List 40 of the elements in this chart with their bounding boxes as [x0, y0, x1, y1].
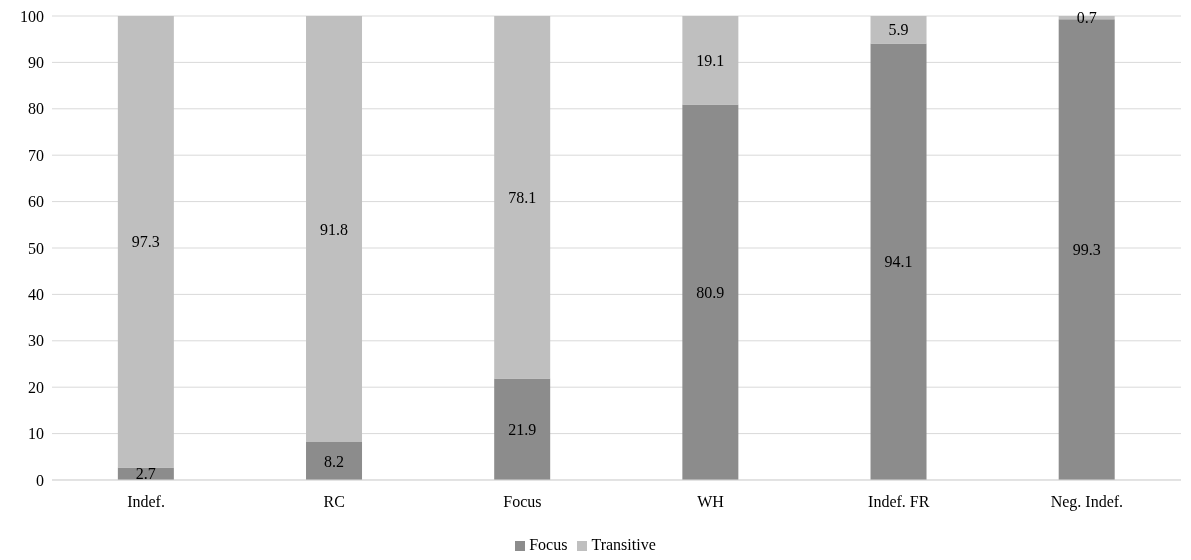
bar — [306, 16, 363, 442]
data-label: 2.7 — [135, 465, 156, 483]
bar — [870, 43, 927, 480]
bar — [682, 104, 739, 480]
x-tick-label: RC — [323, 493, 345, 511]
y-tick-label: 10 — [28, 425, 44, 443]
bar — [494, 378, 551, 480]
bar — [494, 16, 551, 379]
y-tick-label: 70 — [28, 146, 44, 164]
y-tick-label: 20 — [28, 378, 44, 396]
x-tick-label: WH — [697, 493, 725, 511]
data-label: 94.1 — [884, 253, 913, 271]
x-tick-label: Indef. FR — [868, 493, 930, 511]
data-label: 0.7 — [1076, 9, 1097, 27]
data-label: 80.9 — [696, 283, 725, 301]
y-tick-label: 90 — [28, 54, 44, 72]
data-label: 78.1 — [508, 188, 537, 206]
x-tick-label: Neg. Indef. — [1050, 493, 1124, 512]
bar — [870, 16, 927, 44]
y-tick-label: 40 — [28, 286, 44, 304]
y-tick-label: 0 — [36, 471, 44, 489]
legend-label: Transitive — [591, 536, 656, 553]
data-label: 21.9 — [508, 420, 537, 438]
data-label: 91.8 — [320, 220, 349, 238]
y-tick-label: 60 — [28, 193, 44, 211]
data-label: 99.3 — [1072, 241, 1101, 259]
bar — [306, 441, 363, 480]
data-label: 19.1 — [696, 51, 725, 69]
bar — [682, 16, 739, 105]
y-tick-label: 50 — [28, 239, 44, 257]
bar — [117, 16, 174, 468]
x-tick-label: Focus — [503, 493, 542, 511]
data-label: 8.2 — [324, 452, 345, 470]
data-label: 97.3 — [131, 233, 160, 251]
y-tick-label: 100 — [20, 7, 44, 25]
y-tick-label: 80 — [28, 100, 44, 118]
legend-label: Focus — [529, 536, 568, 553]
y-tick-label: 30 — [28, 332, 44, 350]
x-tick-label: Indef. — [127, 493, 165, 511]
data-label: 5.9 — [888, 21, 909, 39]
